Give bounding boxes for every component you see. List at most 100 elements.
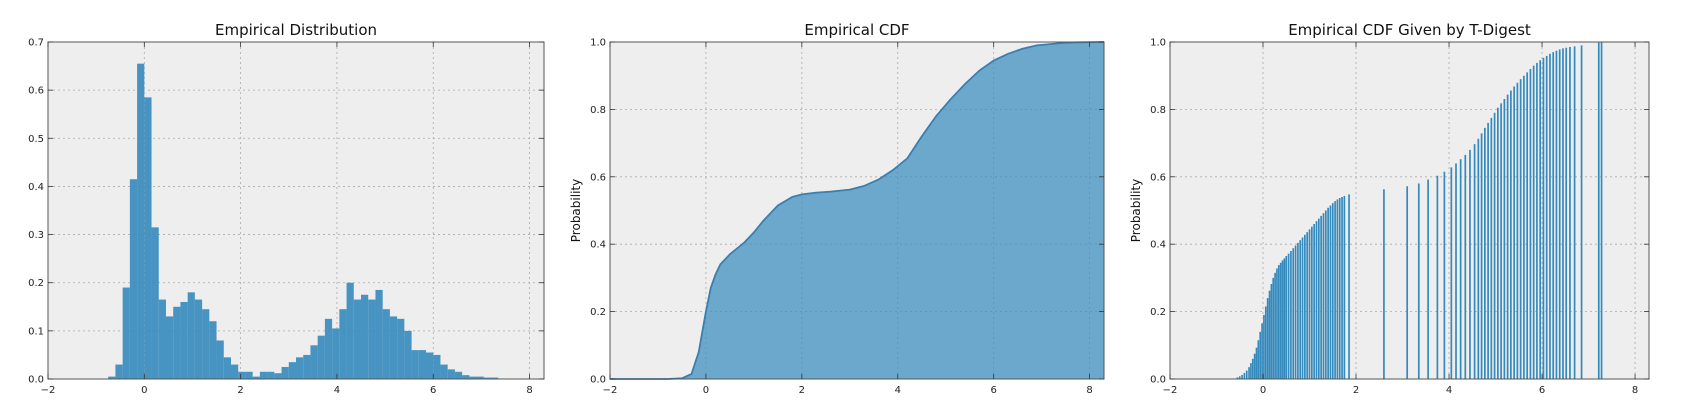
y-tick-label: 0.4 xyxy=(1150,240,1166,251)
histogram-bar xyxy=(115,364,123,379)
x-tick-label: 0 xyxy=(141,385,147,396)
x-tick-label: −2 xyxy=(1163,385,1178,396)
histogram-bar xyxy=(108,376,116,379)
histogram-bar xyxy=(411,350,419,379)
x-tick-label: 2 xyxy=(237,385,243,396)
x-tick-label: 2 xyxy=(1353,385,1359,396)
histogram-bar xyxy=(454,371,463,379)
histogram-bar xyxy=(122,287,130,379)
y-tick-label: 1.0 xyxy=(1150,38,1166,49)
data-marks xyxy=(610,41,1105,380)
x-tick-label: 8 xyxy=(526,385,532,396)
x-tick-label: 4 xyxy=(895,385,901,396)
histogram-bar xyxy=(238,371,246,379)
x-tick-label: 8 xyxy=(1086,385,1092,396)
chart-3: −2 0 2 4 6 8 0.0 0.2 0.4 0.6 0.8 1.0 Empirical CDF G… xyxy=(1129,21,1650,396)
histogram-bar xyxy=(303,354,311,379)
histogram-bar xyxy=(426,352,434,379)
histogram-bar xyxy=(483,377,492,379)
histogram-bar xyxy=(397,318,405,379)
histogram-bar xyxy=(144,97,152,379)
y-axis-label: Probability xyxy=(1129,179,1143,242)
plot-frame xyxy=(609,41,1105,380)
histogram-bar xyxy=(288,362,296,379)
cdf-line xyxy=(610,41,1105,380)
histogram-bar xyxy=(462,375,470,379)
x-tick-label: 8 xyxy=(1632,385,1638,396)
y-tick-label: 0.7 xyxy=(28,38,44,49)
y-tick-label: 1.0 xyxy=(590,38,606,49)
x-tick-label: 4 xyxy=(334,385,340,396)
y-tick-label: 0.0 xyxy=(1150,375,1166,386)
cdf-area xyxy=(610,42,1104,379)
histogram-bar xyxy=(433,354,441,379)
histogram-bar xyxy=(476,376,484,379)
y-tick-label: 0.6 xyxy=(28,86,44,97)
plot-area xyxy=(48,42,544,379)
x-tick-label: −2 xyxy=(603,385,618,396)
histogram-bar xyxy=(230,364,239,379)
x-tick-label: 6 xyxy=(991,385,997,396)
y-tick-label: 0.1 xyxy=(28,326,44,337)
x-tick-label: 6 xyxy=(430,385,436,396)
histogram-bar xyxy=(382,309,390,379)
x-tick-label: 6 xyxy=(1539,385,1545,396)
histogram-bar xyxy=(216,340,224,379)
y-tick-label: 0.8 xyxy=(590,105,606,116)
plot-frame xyxy=(47,41,545,380)
histogram-bar xyxy=(202,309,210,379)
histogram-bar xyxy=(158,299,166,379)
histogram-bar xyxy=(223,357,231,379)
y-tick-label: 0.2 xyxy=(28,278,44,289)
histogram-bar xyxy=(173,306,181,379)
histogram-bar xyxy=(346,282,354,379)
x-tick-label: 0 xyxy=(703,385,709,396)
histogram-bar xyxy=(440,364,448,379)
histogram-bar xyxy=(187,292,195,379)
histogram-bar xyxy=(469,376,477,379)
chart-title: Empirical CDF Given by T-Digest xyxy=(1288,21,1531,39)
histogram-bar xyxy=(353,299,362,379)
y-tick-label: 0.8 xyxy=(1150,105,1166,116)
y-tick-label: 0.0 xyxy=(28,375,44,386)
y-tick-label: 0.6 xyxy=(590,172,606,183)
histogram-bar xyxy=(209,321,217,379)
y-tick-label: 0.5 xyxy=(28,134,44,145)
gridlines xyxy=(1170,42,1649,379)
histogram-bar xyxy=(259,371,268,379)
histogram-bar xyxy=(339,309,347,379)
histogram-bar xyxy=(194,299,203,379)
plot-area xyxy=(1170,42,1649,379)
data-marks xyxy=(108,63,499,380)
histogram-bar xyxy=(137,63,145,380)
y-tick-label: 0.4 xyxy=(590,240,606,251)
y-axis-label: Probability xyxy=(569,179,583,242)
histogram-bar xyxy=(180,301,188,379)
histogram-bar xyxy=(129,179,138,379)
histogram-bar xyxy=(368,299,376,379)
chart-2: −2 0 2 4 6 8 0.0 0.2 0.4 0.6 0.8 1.0 Empirical CDF Pr… xyxy=(569,21,1105,396)
histogram-bar xyxy=(418,350,427,379)
histogram-bar xyxy=(324,318,333,379)
histogram-bar xyxy=(296,357,304,379)
y-tick-label: 0.4 xyxy=(28,182,44,193)
histogram-bar xyxy=(317,335,325,379)
plot-frame xyxy=(1169,41,1650,380)
chart-title: Empirical CDF xyxy=(804,21,909,39)
histogram-bar xyxy=(267,371,275,379)
histogram-bar xyxy=(151,227,159,379)
histogram-bar xyxy=(447,369,455,379)
histogram-bar xyxy=(375,289,383,379)
chart-title: Empirical Distribution xyxy=(215,21,377,39)
histogram-bar xyxy=(310,345,318,379)
x-tick-label: 0 xyxy=(1260,385,1266,396)
histogram-bar xyxy=(389,316,398,379)
y-tick-label: 0.2 xyxy=(590,307,606,318)
histogram-bar xyxy=(274,373,282,379)
y-tick-label: 0.0 xyxy=(590,375,606,386)
data-marks xyxy=(1236,42,1603,379)
histogram-bar xyxy=(165,316,174,379)
x-tick-label: 4 xyxy=(1446,385,1452,396)
x-tick-label: −2 xyxy=(41,385,56,396)
histogram-bar xyxy=(252,376,260,379)
